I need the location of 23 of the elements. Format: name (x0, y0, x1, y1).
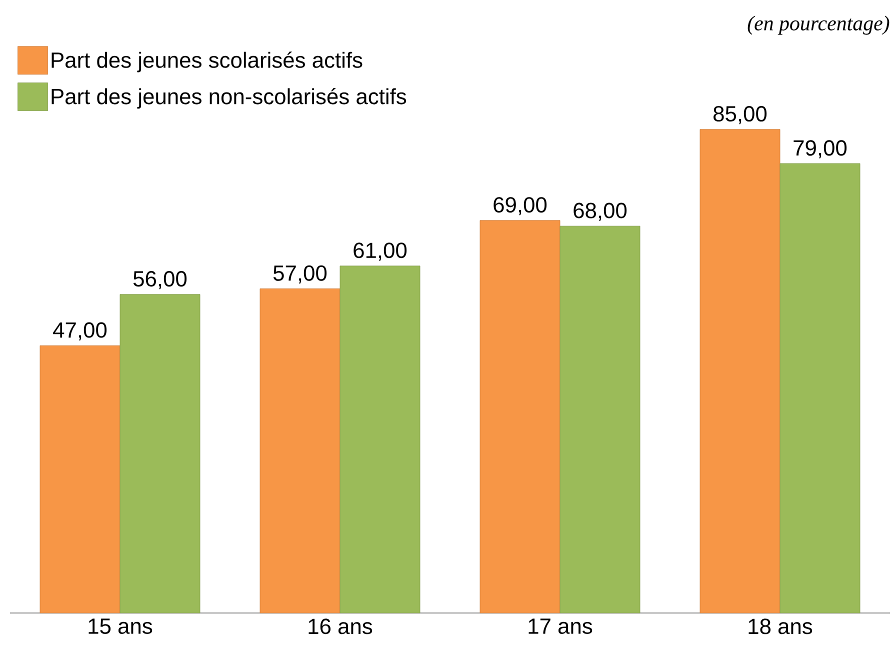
bar (480, 220, 560, 614)
data-label: 61,00 (354, 242, 407, 261)
x-tick-label: 18 ans (748, 618, 812, 634)
data-label: 57,00 (273, 265, 327, 284)
bar (120, 294, 200, 614)
bar (780, 163, 860, 614)
text: (en pourcentage) (748, 16, 890, 35)
legend-label: Part des jeunes non-scolarisés actifs (52, 88, 406, 109)
legend-label: Part des jeunes scolarisés actifs (52, 52, 362, 72)
data-label: 85,00 (714, 106, 767, 124)
bar (700, 129, 780, 614)
x-tick-label: 16 ans (308, 618, 372, 634)
x-tick-label: 15 ans (88, 618, 152, 634)
bar (40, 345, 120, 614)
data-label: 47,00 (53, 322, 107, 340)
data-label: 69,00 (494, 197, 547, 216)
bar (260, 288, 340, 614)
data-label: 56,00 (133, 271, 187, 290)
x-tick-label: 17 ans (528, 618, 592, 634)
bar (340, 266, 420, 614)
bar (560, 226, 640, 614)
data-label: 79,00 (794, 140, 847, 158)
data-label: 68,00 (574, 202, 627, 221)
